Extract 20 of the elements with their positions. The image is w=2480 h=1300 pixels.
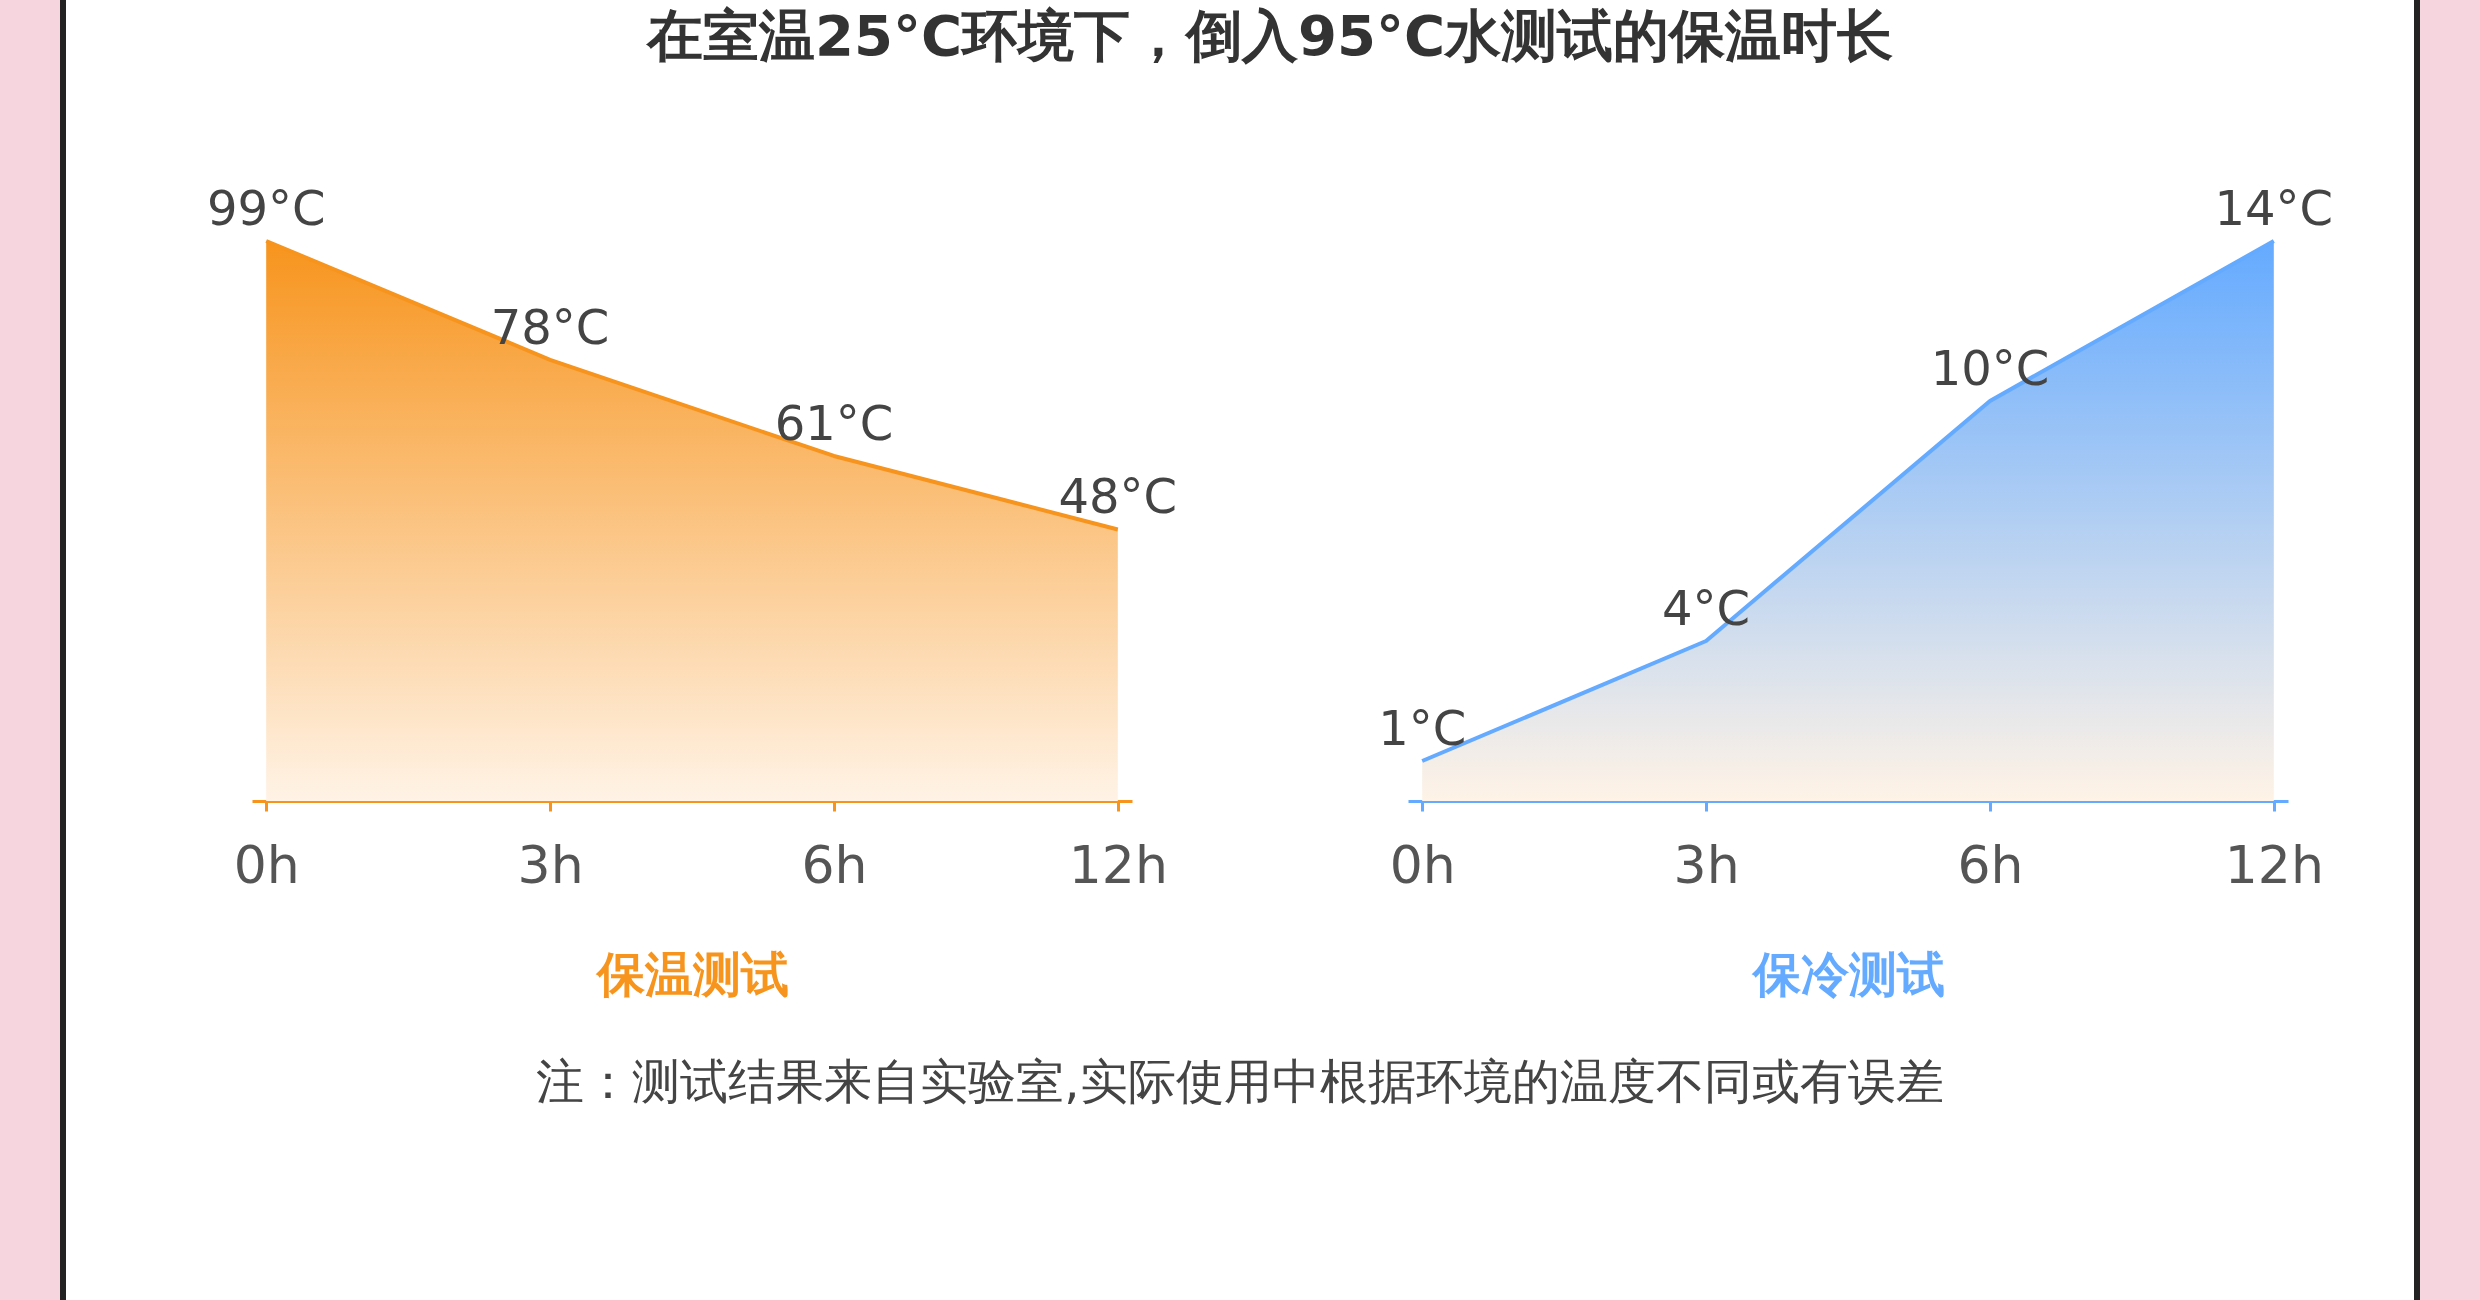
data-label: 1°C bbox=[1378, 700, 1467, 756]
data-label: 10°C bbox=[1930, 340, 2050, 396]
x-axis-title: 保冷测试 bbox=[1750, 945, 1945, 1002]
text: 在室温25°C环境下，倒入95°C水测试的保温时长 bbox=[644, 3, 1894, 68]
x-tick-label: 3h bbox=[517, 834, 584, 895]
x-tick-label: 3h bbox=[1673, 834, 1740, 895]
x-tick-label: 0h bbox=[233, 834, 300, 895]
text: 注：测试结果来自实验室,实际使用中根据环境的温度不同或有误差 bbox=[535, 1052, 1945, 1111]
x-tick-label: 6h bbox=[801, 834, 868, 895]
x-tick-label: 12h bbox=[2224, 834, 2324, 895]
x-tick-label: 6h bbox=[1957, 834, 2024, 895]
data-label: 14°C bbox=[2214, 180, 2334, 236]
data-label: 61°C bbox=[774, 394, 894, 451]
x-axis-title: 保温测试 bbox=[594, 945, 789, 1002]
data-label: 4°C bbox=[1662, 580, 1751, 636]
data-label: 99°C bbox=[206, 180, 326, 236]
data-label: 78°C bbox=[490, 298, 610, 355]
x-tick-label: 12h bbox=[1068, 834, 1168, 895]
x-tick-label: 0h bbox=[1389, 834, 1456, 895]
data-label: 48°C bbox=[1058, 468, 1178, 525]
